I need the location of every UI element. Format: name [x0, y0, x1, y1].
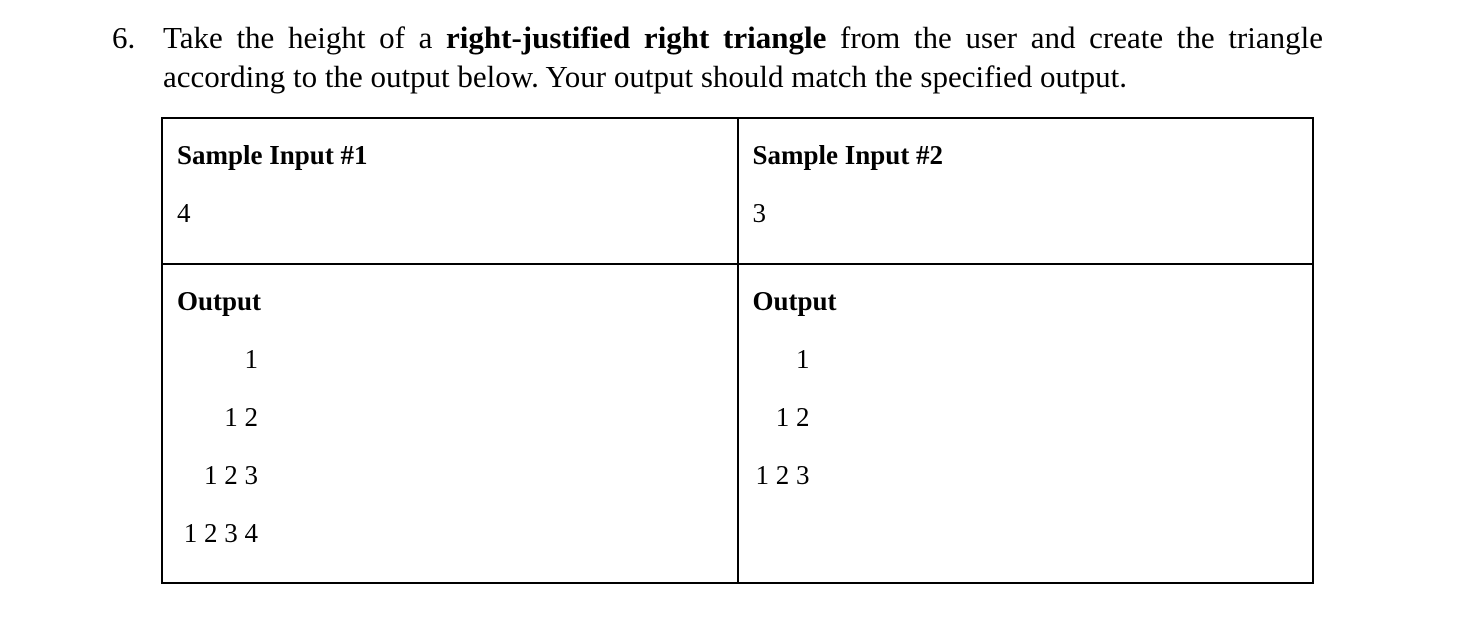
question-line-1-start: Take the height of a: [163, 20, 447, 55]
output-1-title: Output: [177, 286, 262, 316]
output-1-cell: Output 1 1 2 1 2 3 1 2 3 4: [161, 263, 739, 584]
sample-input-2-title: Sample Input #2: [752, 140, 944, 170]
question-text: Take the height of a right-justified rig…: [163, 18, 1323, 96]
question-line-1-end: from the user and create the triangle: [826, 20, 1323, 55]
output-2-triangle: 1 1 2 1 2 3: [753, 343, 810, 517]
output-2-title: Output: [752, 286, 837, 316]
sample-input-1-title: Sample Input #1: [177, 140, 368, 170]
sample-input-1-cell: Sample Input #1 4: [161, 117, 739, 265]
question-number: 6.: [112, 20, 136, 55]
output-1-triangle: 1 1 2 1 2 3 1 2 3 4: [177, 343, 258, 575]
output-line: 1 2 3: [755, 460, 810, 490]
sample-input-2-value: 3: [752, 198, 767, 228]
output-2-cell: Output 1 1 2 1 2 3: [736, 263, 1314, 584]
output-line: 1 2: [775, 402, 810, 432]
output-line: 1 2: [224, 402, 258, 432]
output-line: 1 2 3 4: [183, 518, 258, 548]
sample-table: Sample Input #1 4 Sample Input #2 3 Outp…: [161, 117, 1314, 584]
output-line: 1: [244, 344, 259, 374]
question-bold-phrase: right-justified right triangle: [446, 20, 827, 55]
output-line: 1: [796, 344, 810, 374]
input-row: Sample Input #1 4 Sample Input #2 3: [161, 117, 1314, 265]
sample-input-2-cell: Sample Input #2 3: [736, 117, 1314, 265]
sample-input-1-value: 4: [177, 198, 191, 228]
question-line-1: Take the height of a right-justified rig…: [163, 18, 1323, 57]
output-line: 1 2 3: [204, 460, 258, 490]
question-line-2: according to the output below. Your outp…: [163, 59, 1128, 94]
output-row: Output 1 1 2 1 2 3 1 2 3 4 Output 1 1 2 …: [161, 263, 1314, 584]
